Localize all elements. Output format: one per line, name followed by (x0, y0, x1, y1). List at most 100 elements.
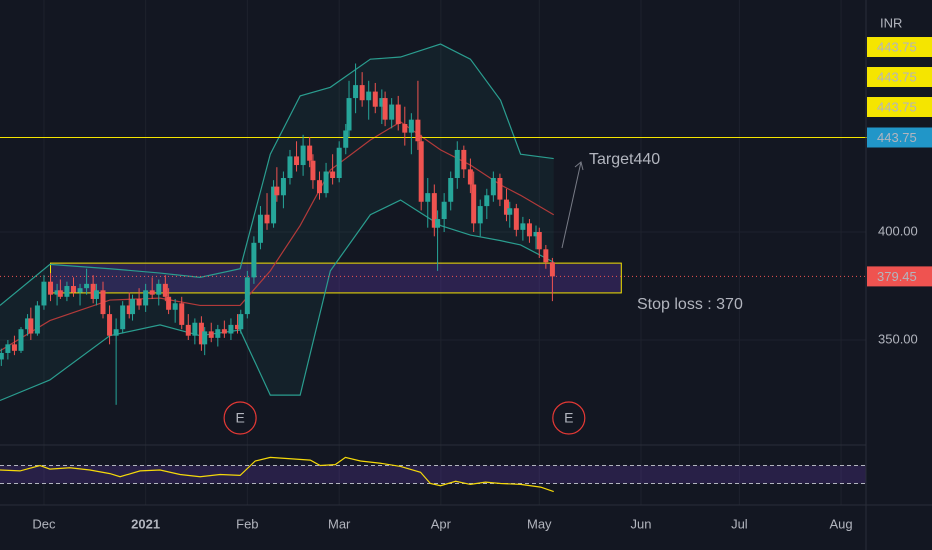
earnings-marker (552, 401, 586, 435)
candle-body (280, 178, 286, 196)
candle-body (461, 149, 467, 170)
candle-body (503, 199, 509, 215)
candle-body (28, 318, 34, 334)
candle-body (11, 344, 17, 351)
target-arrow (561, 161, 582, 249)
candle-body (425, 193, 431, 202)
last-price-badge (867, 266, 932, 287)
candle-body (402, 123, 408, 133)
price-badge (867, 67, 932, 87)
zone (50, 262, 622, 294)
candle-body (379, 98, 385, 107)
candle-body (192, 322, 198, 336)
price-pane (0, 43, 932, 493)
candle-body (221, 329, 227, 334)
x-tick-label: Mar (328, 516, 351, 531)
x-tick-label: Jul (731, 516, 748, 531)
candle-body (418, 141, 424, 202)
candle-body (520, 223, 526, 230)
last-price-label: 379.45 (877, 269, 917, 284)
band-fill (0, 44, 554, 401)
price-badge (867, 97, 932, 117)
candle-body (441, 201, 447, 220)
candle-body (484, 195, 490, 207)
earnings-marker (223, 401, 257, 435)
candle-body (372, 91, 378, 107)
candle-body (343, 130, 349, 148)
candle-body (93, 290, 99, 299)
candle-body (251, 242, 257, 278)
candle-body (533, 232, 539, 237)
candle-body (467, 169, 473, 185)
rsi-band (0, 465, 866, 484)
candle-body (113, 329, 119, 336)
candle-body (507, 208, 513, 215)
candle-body (336, 147, 342, 178)
candle-body (156, 283, 162, 295)
candle-body (18, 329, 24, 351)
candle-body (454, 149, 460, 178)
candle-body (84, 283, 90, 289)
candle-body (448, 178, 454, 202)
band-lower (0, 199, 554, 402)
stop-loss-label: Stop loss : 370 (637, 296, 743, 313)
x-tick-label: Apr (431, 516, 452, 531)
candle-body (382, 98, 388, 120)
candle-body (323, 171, 329, 194)
candle-body (497, 178, 503, 200)
candle-body (346, 98, 352, 131)
candle-body (228, 324, 234, 334)
currency-label: INR (880, 15, 902, 30)
candle-body (149, 290, 155, 295)
candle-body (526, 223, 532, 237)
earnings-label: E (235, 410, 244, 426)
candle-body (41, 281, 47, 306)
candle-body (90, 283, 96, 299)
candle-body (234, 324, 240, 330)
candle-body (162, 283, 168, 297)
candle-body (136, 298, 142, 306)
candle-body (287, 156, 293, 178)
x-tick-label: 2021 (131, 516, 160, 531)
candle-body (536, 232, 542, 250)
candle-body (317, 180, 323, 194)
candle-body (179, 303, 185, 325)
x-tick-label: Dec (32, 516, 56, 531)
y-tick-label: 350.00 (878, 331, 918, 346)
target-arrow-head (574, 161, 584, 171)
candle-body (77, 288, 83, 293)
candle-body (431, 193, 437, 228)
candle-body (54, 290, 60, 295)
candle-body (513, 208, 519, 230)
candle-body (257, 214, 263, 243)
candle-body (143, 290, 149, 306)
candle-body (0, 352, 4, 360)
candle-body (107, 314, 113, 336)
candle-body (48, 281, 54, 295)
candle-body (366, 91, 372, 101)
candle-body (389, 104, 395, 120)
x-tick-label: Aug (829, 516, 852, 531)
candle-body (126, 305, 132, 315)
candle-body (57, 290, 63, 297)
candle-body (307, 145, 313, 161)
price-badge-label: 443.75 (877, 69, 917, 84)
x-tick-label: Jun (630, 516, 651, 531)
candle-body (70, 286, 76, 293)
candle-body (215, 329, 221, 338)
candle-body (408, 119, 414, 133)
y-tick-label: 400.00 (878, 223, 918, 238)
overlay: Dec 2021 Feb Mar Apr May Jun Jul Aug 350.00 400.00… (32, 15, 932, 531)
rsi-line (0, 456, 554, 493)
candle-body (166, 296, 172, 310)
candle-body (244, 277, 250, 315)
candle-body (471, 184, 477, 224)
price-badge (867, 37, 932, 57)
candle-body (172, 303, 178, 310)
candle-body (238, 314, 244, 330)
candle-body (395, 104, 401, 124)
candle-body (543, 249, 549, 263)
candle-body (359, 85, 365, 101)
candle-body (274, 186, 280, 196)
